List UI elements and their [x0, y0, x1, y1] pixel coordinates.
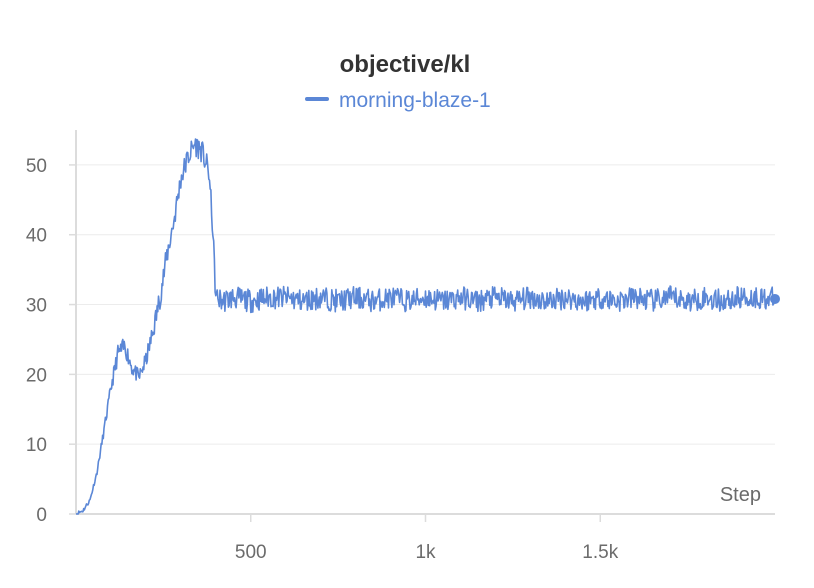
x-tick-label: 500 — [235, 542, 267, 563]
x-tick-label: 1k — [415, 542, 436, 563]
y-tick-label: 10 — [26, 435, 47, 456]
x-axis-label: Step — [720, 484, 761, 506]
grid — [69, 164, 775, 522]
y-tick-label: 0 — [36, 505, 47, 526]
y-tick-label: 50 — [26, 156, 47, 177]
legend[interactable]: morning-blaze-1 — [305, 89, 491, 112]
series-line-morning-blaze-1[interactable] — [75, 138, 776, 515]
x-tick-label: 1.5k — [582, 542, 618, 563]
y-tick-label: 30 — [26, 296, 47, 317]
y-tick-labels: 0 10 20 30 40 50 — [26, 156, 47, 526]
y-tick-label: 40 — [26, 226, 47, 247]
series-layer — [75, 138, 780, 515]
x-tick-labels: 500 1k 1.5k — [235, 542, 619, 563]
series-endpoint-marker — [770, 293, 780, 304]
y-tick-label: 20 — [26, 365, 47, 386]
chart-title: objective/kl — [340, 51, 471, 78]
legend-label-morning-blaze-1: morning-blaze-1 — [339, 89, 491, 112]
